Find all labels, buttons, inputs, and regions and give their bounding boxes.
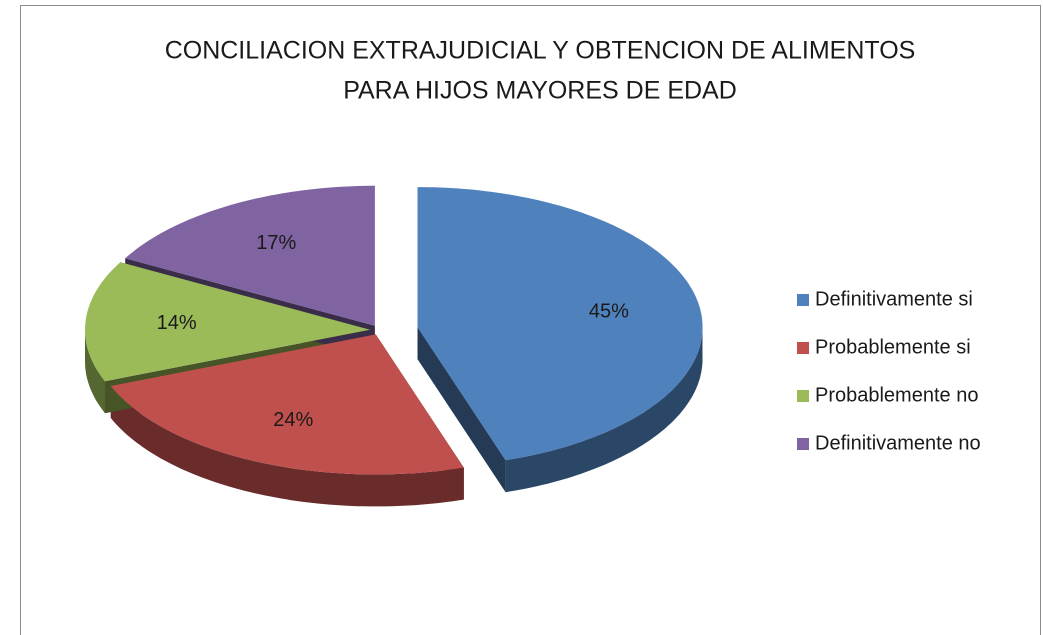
- data-label: 24%: [273, 409, 313, 431]
- pie-slice: [85, 262, 370, 382]
- legend-label: Definitivamente si: [815, 288, 973, 310]
- pie-slice: [110, 334, 464, 475]
- chart-title: CONCILIACION EXTRAJUDICIAL Y OBTENCION D…: [165, 37, 916, 65]
- legend-swatch: [797, 438, 809, 450]
- data-label: 14%: [157, 312, 197, 334]
- data-label: 45%: [589, 300, 629, 322]
- legend-swatch: [797, 342, 809, 354]
- legend-label: Definitivamente no: [815, 432, 981, 454]
- pie-side: [85, 329, 105, 414]
- pie-side: [505, 327, 703, 493]
- legend: Definitivamente si Probablemente si Probab…: [797, 288, 981, 454]
- pie-side: [417, 327, 506, 493]
- pie-slice: [417, 187, 703, 461]
- pie-slice: [125, 185, 375, 326]
- pie-side: [110, 386, 464, 507]
- legend-swatch: [797, 390, 809, 402]
- legend-swatch: [797, 294, 809, 306]
- legend-label: Probablemente si: [815, 336, 971, 358]
- legend-label: Probablemente no: [815, 384, 978, 406]
- pie: 45% 24% 14% 17%: [85, 185, 703, 507]
- data-label: 17%: [256, 232, 296, 254]
- chart-title: PARA HIJOS MAYORES DE EDAD: [343, 77, 737, 105]
